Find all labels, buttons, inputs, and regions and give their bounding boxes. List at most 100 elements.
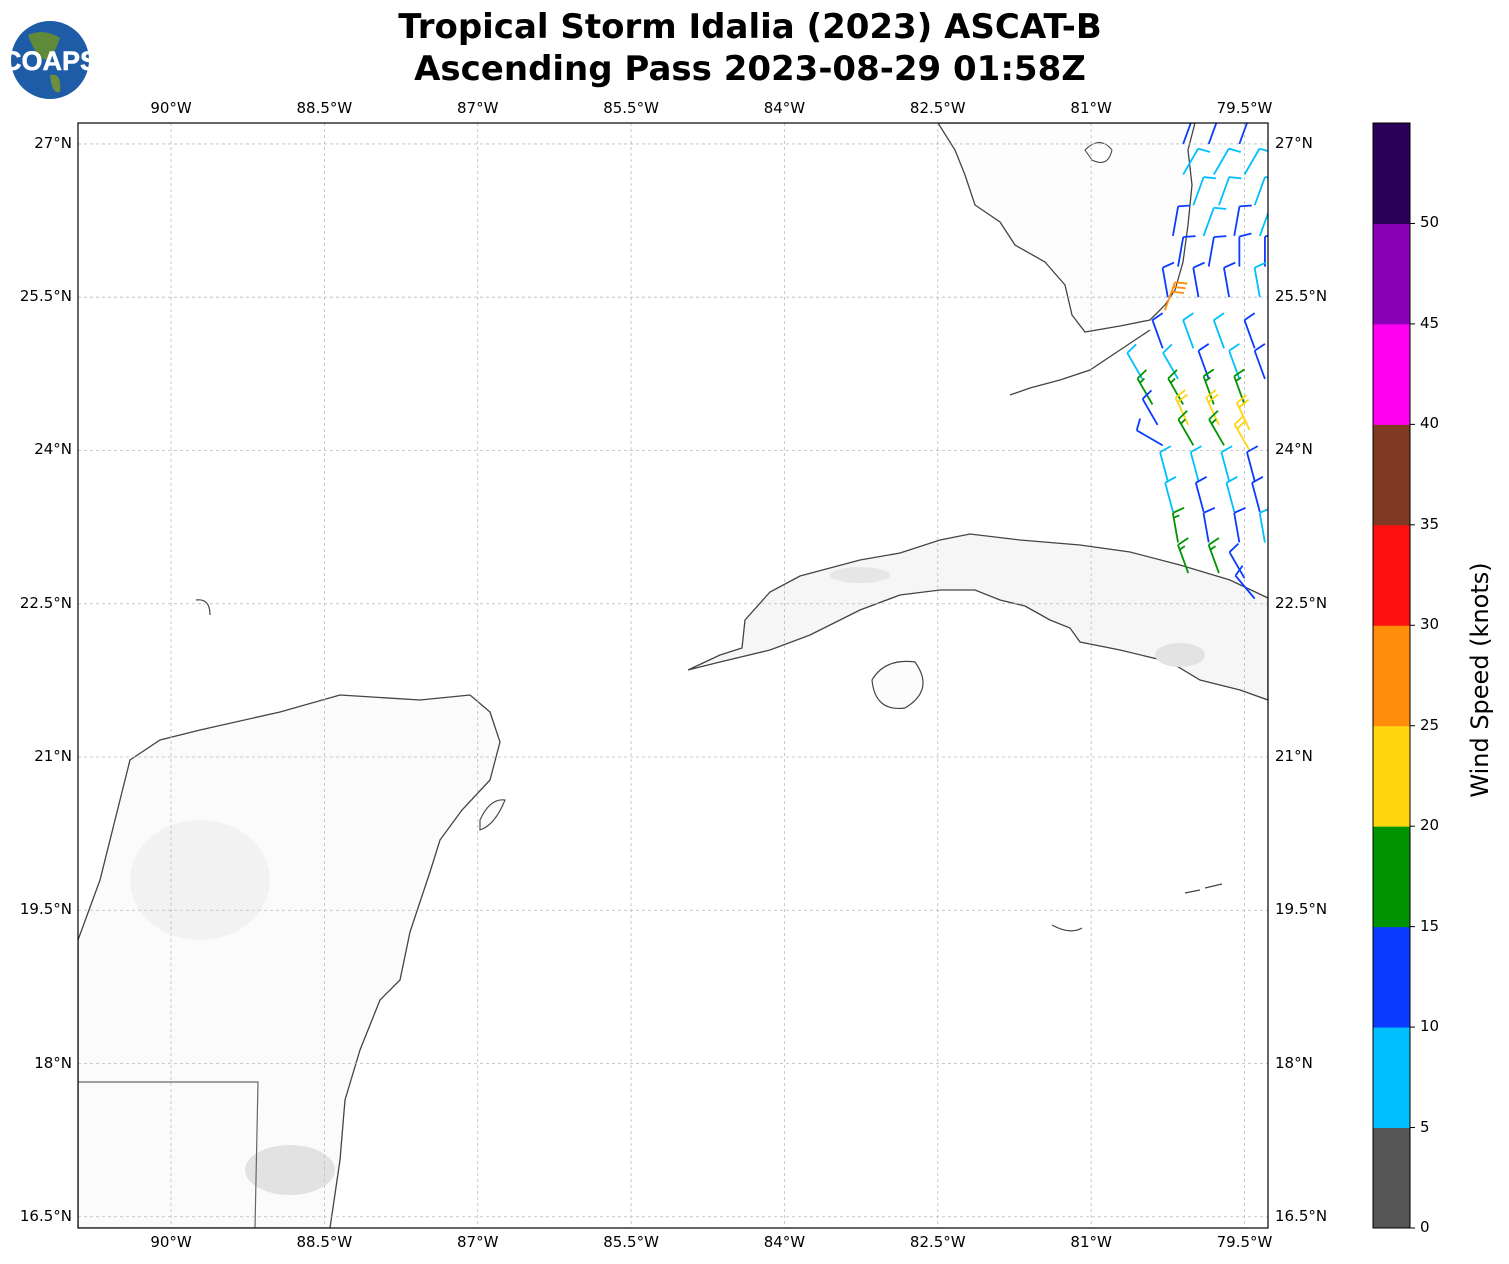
- lon-tick-label-top: 79.5°W: [1216, 99, 1273, 117]
- figure-title-line1: Tropical Storm Idalia (2023) ASCAT-B: [398, 7, 1102, 47]
- wind-barb: [1177, 235, 1196, 267]
- wind-barb: [1207, 123, 1218, 145]
- lon-tick-label-top: 82.5°W: [909, 99, 966, 117]
- lat-tick-label-left: 24°N: [34, 440, 72, 459]
- colorbar-segment: [1373, 424, 1410, 526]
- wind-barb: [1223, 261, 1236, 298]
- wind-barb: [1174, 389, 1190, 426]
- country-border: [78, 1081, 259, 1228]
- colorbar-tick-label: 25: [1420, 715, 1440, 734]
- colorbar-tick-label: 40: [1420, 414, 1440, 433]
- wind-barb: [1225, 475, 1238, 513]
- wind-barb: [1258, 210, 1268, 237]
- lat-tick-label-right: 25.5°N: [1275, 287, 1328, 306]
- lon-tick-label-bottom: 82.5°W: [909, 1233, 966, 1251]
- colorbar-label: Wind Speed (knots): [1466, 562, 1494, 798]
- lat-tick-label-right: 21°N: [1275, 746, 1313, 765]
- lon-tick-label-top: 87°W: [457, 99, 499, 117]
- colorbar-segment: [1373, 625, 1410, 727]
- figure-title-line2: Ascending Pass 2023-08-29 01:58Z: [414, 49, 1086, 89]
- wind-barb: [1194, 475, 1208, 513]
- wind-barb: [1192, 176, 1217, 206]
- wind-barb: [1177, 410, 1195, 446]
- wind-barb: [1151, 312, 1164, 349]
- colorbar-segment: [1373, 1027, 1410, 1129]
- lat-tick-label-left: 16.5°N: [19, 1206, 72, 1225]
- wind-barb: [1233, 368, 1246, 405]
- lat-tick-label-right: 27°N: [1275, 133, 1313, 152]
- colorbar-segment: [1373, 123, 1410, 224]
- colorbar-tick-label: 50: [1420, 213, 1440, 232]
- wind-barb: [1246, 445, 1259, 482]
- colorbar-segment: [1373, 1127, 1410, 1229]
- lon-tick-label-top: 85.5°W: [603, 99, 659, 117]
- colorbar-tick-label: 15: [1420, 916, 1440, 935]
- colorbar-tick-label: 45: [1420, 313, 1440, 332]
- lon-tick-label-bottom: 88.5°W: [296, 1233, 353, 1251]
- colorbar-segment: [1373, 725, 1410, 827]
- lat-tick-label-left: 22.5°N: [19, 593, 72, 612]
- graticule: [78, 123, 1268, 1228]
- wind-barb: [1202, 206, 1227, 237]
- wind-barb: [1251, 475, 1264, 513]
- wind-barb: [1182, 147, 1211, 176]
- wind-barb: [1126, 343, 1144, 380]
- wind-barb: [1202, 507, 1216, 543]
- wind-barb: [1205, 389, 1220, 426]
- colorbar-segment: [1373, 826, 1410, 928]
- wind-barb: [1233, 204, 1252, 237]
- lon-tick-label-bottom: 79.5°W: [1216, 1233, 1273, 1251]
- logo-text: COAPS: [2, 46, 98, 76]
- colorbar-tick-label: 10: [1420, 1017, 1440, 1036]
- isle-of-youth: [871, 660, 924, 710]
- lon-tick-label-top: 90°W: [150, 99, 192, 117]
- wind-barb: [1212, 312, 1225, 349]
- wind-barb: [1159, 445, 1172, 482]
- lon-tick-label-top: 84°W: [763, 99, 806, 117]
- wind-barb: [1161, 261, 1175, 298]
- lat-tick-label-left: 18°N: [34, 1053, 72, 1072]
- wind-barb: [1238, 123, 1248, 145]
- wind-barb: [1189, 445, 1202, 482]
- wind-barb: [1228, 542, 1246, 579]
- wind-barb: [1192, 261, 1205, 298]
- map-layer: [78, 123, 1268, 1228]
- lon-tick-label-bottom: 90°W: [150, 1233, 192, 1251]
- colorbar-segment: [1373, 926, 1410, 1028]
- lon-tick-label-bottom: 85.5°W: [603, 1233, 659, 1251]
- wind-barb: [1233, 415, 1251, 451]
- colorbar-segment: [1373, 323, 1410, 425]
- wind-barb: [1243, 147, 1268, 176]
- colorbar-tick-label: 5: [1420, 1117, 1430, 1136]
- wind-barb: [1218, 176, 1242, 206]
- wind-barb: [1243, 312, 1256, 349]
- wind-barb: [1253, 343, 1266, 380]
- wind-barb: [1264, 234, 1268, 267]
- lat-tick-label-left: 25.5°N: [19, 287, 72, 306]
- wind-barb: [1234, 565, 1256, 600]
- wind-barb: [1207, 537, 1220, 574]
- colorbar-tick-label: 35: [1420, 514, 1440, 533]
- lat-tick-label-left: 19.5°N: [19, 900, 72, 919]
- lon-tick-label-top: 88.5°W: [296, 99, 353, 117]
- map-frame: [77, 122, 1269, 1229]
- lon-tick-label-bottom: 81°W: [1070, 1233, 1112, 1251]
- wind-barb: [1135, 418, 1164, 447]
- lat-tick-label-right: 19.5°N: [1275, 900, 1328, 919]
- cozumel-island: [479, 799, 506, 831]
- wind-barb: [1177, 537, 1190, 574]
- wind-barb: [1182, 123, 1192, 145]
- wind-barb: [1220, 445, 1233, 482]
- wind-barb: [1208, 410, 1225, 446]
- wind-barb: [1141, 389, 1159, 426]
- lon-tick-label-bottom: 87°W: [457, 1233, 499, 1251]
- wind-barb: [1182, 312, 1195, 349]
- wind-barb: [1233, 507, 1246, 543]
- wind-barb: [1163, 281, 1188, 311]
- wind-barb: [1164, 475, 1177, 513]
- lon-tick-label-bottom: 84°W: [763, 1233, 806, 1251]
- colorbar: [1372, 122, 1415, 1229]
- lon-tick-label-top: 81°W: [1070, 99, 1112, 117]
- colorbar-segment: [1373, 223, 1410, 325]
